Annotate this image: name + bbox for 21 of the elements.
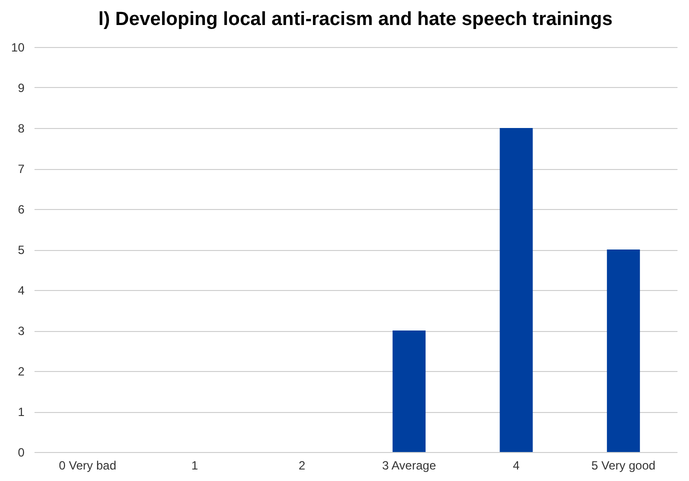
bar	[606, 250, 640, 452]
chart-title: l) Developing local anti-racism and hate speech trainings	[98, 9, 613, 30]
bar	[392, 330, 426, 452]
y-tick-label: 0	[18, 446, 25, 460]
x-tick-label: 0 Very bad	[58, 458, 116, 472]
y-tick-label: 2	[18, 364, 25, 378]
y-tick-label: 5	[18, 243, 25, 257]
bar	[500, 128, 533, 452]
y-tick-label: 3	[18, 324, 25, 338]
y-tick-label: 9	[18, 81, 25, 95]
x-tick-label: 4	[512, 458, 520, 472]
y-tick-label: 4	[18, 284, 25, 298]
y-tick-label: 1	[18, 405, 25, 419]
x-tick-label: 5 Very good	[591, 458, 656, 472]
y-tick-label: 7	[18, 162, 25, 176]
x-tick-label: 2	[298, 458, 306, 472]
x-tick-label: 3 Average	[382, 458, 436, 472]
y-tick-label: 6	[18, 202, 25, 216]
x-tick-label: 1	[191, 458, 198, 472]
y-tick-label: 10	[11, 40, 25, 54]
y-tick-label: 8	[18, 122, 25, 136]
